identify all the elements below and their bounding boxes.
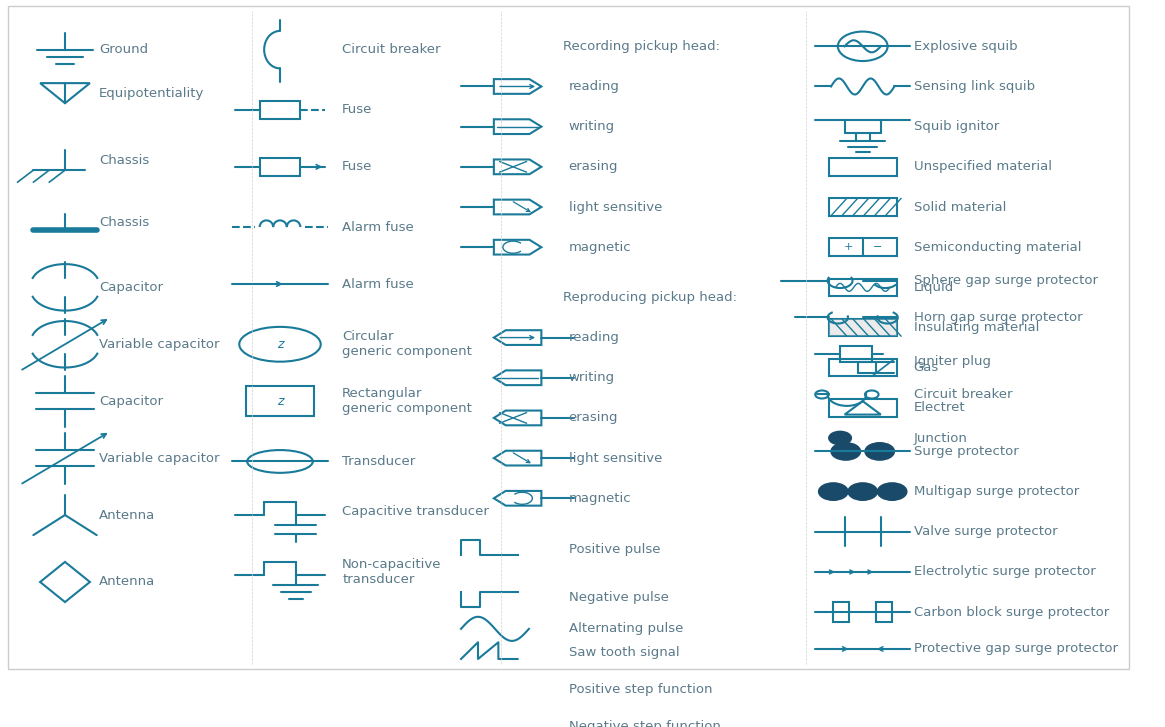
Bar <box>840 346 871 362</box>
Text: +: + <box>843 242 853 252</box>
Bar <box>828 198 897 216</box>
Text: Explosive squib: Explosive squib <box>913 40 1017 53</box>
Text: Alternating pulse: Alternating pulse <box>569 622 683 635</box>
Text: Protective gap surge protector: Protective gap surge protector <box>913 643 1117 656</box>
Text: −: − <box>873 242 882 252</box>
Text: Carbon block surge protector: Carbon block surge protector <box>913 606 1109 619</box>
Text: Circular
generic component: Circular generic component <box>343 330 472 358</box>
Text: erasing: erasing <box>569 161 617 173</box>
Text: Capacitor: Capacitor <box>99 281 163 294</box>
Text: Liquid: Liquid <box>913 281 954 294</box>
Text: reading: reading <box>569 80 620 93</box>
Text: erasing: erasing <box>569 411 617 425</box>
Text: Capacitor: Capacitor <box>99 395 163 408</box>
Text: Fuse: Fuse <box>343 103 373 116</box>
Circle shape <box>877 483 906 500</box>
Bar <box>828 319 897 337</box>
Text: z: z <box>277 395 283 408</box>
Text: Insulating material: Insulating material <box>913 321 1039 334</box>
Text: magnetic: magnetic <box>569 491 631 505</box>
Text: Rectangular
generic component: Rectangular generic component <box>343 387 472 415</box>
Text: Antenna: Antenna <box>99 576 155 588</box>
Circle shape <box>831 443 861 460</box>
Text: Circuit breaker: Circuit breaker <box>913 388 1012 401</box>
Text: Semiconducting material: Semiconducting material <box>913 241 1081 254</box>
Text: Variable capacitor: Variable capacitor <box>99 338 219 350</box>
Text: Positive step function: Positive step function <box>569 683 712 696</box>
Text: Negative step function: Negative step function <box>569 720 720 727</box>
Text: magnetic: magnetic <box>569 241 631 254</box>
Text: Variable capacitor: Variable capacitor <box>99 451 219 465</box>
Text: Gas: Gas <box>913 361 939 374</box>
Text: Saw tooth signal: Saw tooth signal <box>569 646 679 659</box>
Text: Unspecified material: Unspecified material <box>913 161 1052 173</box>
Text: Multigap surge protector: Multigap surge protector <box>913 485 1079 498</box>
Circle shape <box>848 483 877 500</box>
Text: z: z <box>277 338 283 350</box>
Circle shape <box>819 483 848 500</box>
Text: light sensitive: light sensitive <box>569 451 662 465</box>
Bar <box>828 399 897 417</box>
Text: writing: writing <box>569 371 615 385</box>
Text: Electret: Electret <box>913 401 966 414</box>
Text: Solid material: Solid material <box>913 201 1007 214</box>
Text: Equipotentiality: Equipotentiality <box>99 87 204 100</box>
Bar <box>828 278 897 296</box>
Bar <box>246 387 313 416</box>
Text: reading: reading <box>569 331 620 344</box>
Text: Circuit breaker: Circuit breaker <box>343 43 440 56</box>
Bar <box>260 158 301 175</box>
Text: Valve surge protector: Valve surge protector <box>913 526 1058 538</box>
Text: Ground: Ground <box>99 43 148 56</box>
Text: writing: writing <box>569 120 615 133</box>
Text: Capacitive transducer: Capacitive transducer <box>343 505 489 518</box>
Text: Horn gap surge protector: Horn gap surge protector <box>913 311 1082 324</box>
Bar <box>828 319 897 337</box>
Text: light sensitive: light sensitive <box>569 201 662 214</box>
Bar <box>828 359 897 377</box>
Bar <box>828 158 897 175</box>
Circle shape <box>828 431 852 445</box>
Text: Sensing link squib: Sensing link squib <box>913 80 1035 93</box>
Text: Antenna: Antenna <box>99 508 155 521</box>
Text: Electrolytic surge protector: Electrolytic surge protector <box>913 566 1095 579</box>
Bar <box>828 238 897 256</box>
Text: Igniter plug: Igniter plug <box>913 355 990 368</box>
Circle shape <box>864 443 895 460</box>
Text: Junction: Junction <box>913 432 967 444</box>
Text: Negative pulse: Negative pulse <box>569 591 669 604</box>
Text: Sphere gap surge protector: Sphere gap surge protector <box>913 274 1097 287</box>
Bar <box>833 602 849 622</box>
Text: Fuse: Fuse <box>343 161 373 173</box>
Bar <box>876 602 892 622</box>
Text: Squib ignitor: Squib ignitor <box>913 120 998 133</box>
Text: Transducer: Transducer <box>343 455 416 468</box>
Bar <box>260 101 301 119</box>
Text: Alarm fuse: Alarm fuse <box>343 278 414 291</box>
Text: Positive pulse: Positive pulse <box>569 543 661 556</box>
Text: Surge protector: Surge protector <box>913 445 1018 458</box>
Text: Recording pickup head:: Recording pickup head: <box>563 40 720 53</box>
Text: Non-capacitive
transducer: Non-capacitive transducer <box>343 558 442 586</box>
Text: Chassis: Chassis <box>99 153 149 166</box>
Text: Alarm fuse: Alarm fuse <box>343 220 414 233</box>
Text: Reproducing pickup head:: Reproducing pickup head: <box>563 291 737 304</box>
Text: Chassis: Chassis <box>99 216 149 229</box>
